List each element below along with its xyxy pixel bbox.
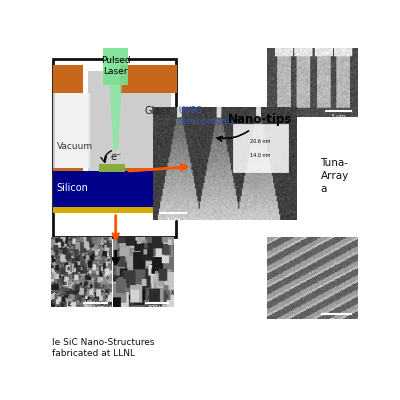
Polygon shape [103,48,128,85]
Text: le SiC Nano-Structures
fabricated at LLNL: le SiC Nano-Structures fabricated at LLN… [52,338,154,358]
Text: Nano-tips: Nano-tips [217,114,292,141]
Bar [52,59,176,238]
Bar [52,171,176,207]
Bar [120,168,177,196]
Text: Tuna-
Array
a: Tuna- Array a [320,158,349,194]
Text: Silicon: Silicon [56,183,88,193]
Bar [52,65,83,93]
Text: Vacuum: Vacuum [56,142,93,151]
Bar [120,65,177,93]
Bar [99,164,125,172]
Text: Glass: Glass [145,106,172,116]
Bar [52,207,176,213]
Text: e⁻: e⁻ [110,152,121,162]
Bar [52,168,83,196]
Bar [88,71,171,196]
Text: Pulsed
Laser: Pulsed Laser [101,56,130,76]
Text: UWBG
Semiconductor: UWBG Semiconductor [179,106,236,126]
Polygon shape [110,85,122,150]
Bar [52,93,90,168]
